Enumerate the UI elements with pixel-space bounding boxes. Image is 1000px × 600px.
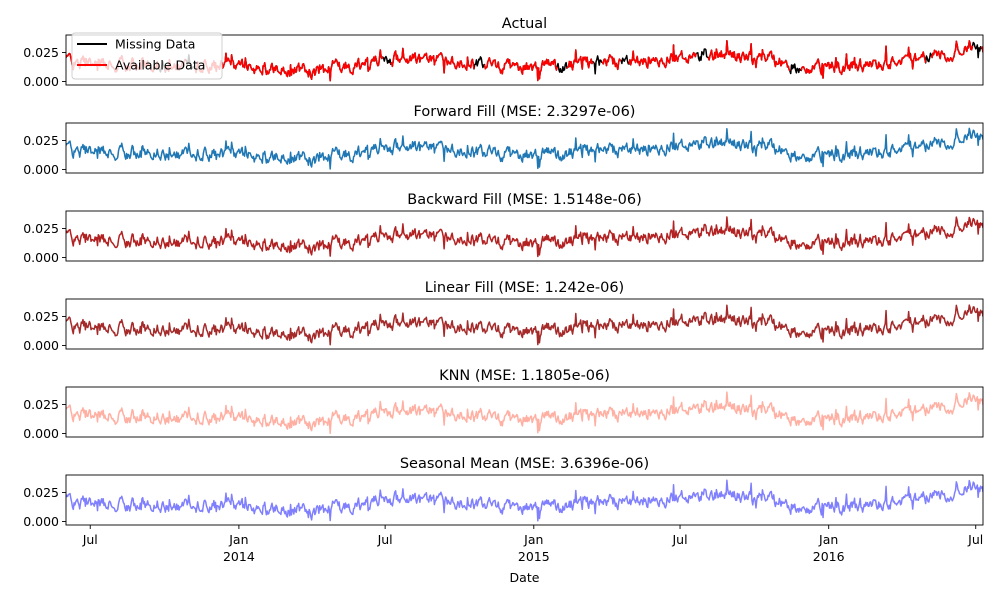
legend-box <box>71 32 223 80</box>
x-axis-label: Date <box>510 570 540 585</box>
series-group <box>66 391 983 435</box>
x-tick-year-label: 2016 <box>813 549 845 564</box>
x-tick-year-label: 2014 <box>223 549 255 564</box>
y-tick-label: 0.000 <box>23 338 59 353</box>
subplot-title: Seasonal Mean (MSE: 3.6396e-06) <box>400 456 649 472</box>
subplot-title: Linear Fill (MSE: 1.242e-06) <box>425 280 624 296</box>
subplot-title: Forward Fill (MSE: 2.3297e-06) <box>414 104 636 120</box>
y-tick-label: 0.000 <box>23 514 59 529</box>
subplot-2: Backward Fill (MSE: 1.5148e-06) 0.000 0.02… <box>23 192 984 265</box>
legend-label: Missing Data <box>115 37 195 52</box>
x-tick-label: Jul <box>967 532 983 547</box>
y-tick-label: 0.000 <box>23 426 59 441</box>
subplot-3: Linear Fill (MSE: 1.242e-06) 0.000 0.025 <box>23 280 984 353</box>
subplot-title: Backward Fill (MSE: 1.5148e-06) <box>407 192 641 208</box>
series-line <box>66 127 983 170</box>
subplot-title: Actual <box>502 16 547 32</box>
x-tick-label: Jan <box>228 532 248 547</box>
axes-frame <box>65 122 984 174</box>
series-group <box>66 216 983 258</box>
series-line <box>66 391 983 435</box>
y-tick-label: 0.025 <box>23 133 59 148</box>
x-tick-label: Jul <box>82 532 98 547</box>
subplot-4: KNN (MSE: 1.1805e-06) 0.000 0.025 <box>23 368 984 441</box>
x-tick-label: Jan <box>523 532 543 547</box>
x-tick-label: Jan <box>818 532 838 547</box>
axes-frame <box>65 298 984 350</box>
y-tick-label: 0.000 <box>23 74 59 89</box>
series-line <box>66 304 983 346</box>
y-tick-label: 0.000 <box>23 250 59 265</box>
series-group <box>66 479 983 522</box>
legend: Missing Data Available Data <box>71 32 223 80</box>
series-line <box>66 479 983 522</box>
series-group <box>66 127 983 170</box>
y-tick-label: 0.025 <box>23 45 59 60</box>
subplot-title: KNN (MSE: 1.1805e-06) <box>439 368 610 384</box>
series-group <box>66 304 983 346</box>
y-tick-label: 0.000 <box>23 162 59 177</box>
y-tick-label: 0.025 <box>23 397 59 412</box>
axes-frame <box>65 34 984 86</box>
axes-frame <box>65 210 984 262</box>
subplot-1: Forward Fill (MSE: 2.3297e-06) 0.000 0.025 <box>23 104 984 177</box>
y-tick-label: 0.025 <box>23 221 59 236</box>
x-tick-year-label: 2015 <box>518 549 550 564</box>
x-tick-label: Jul <box>377 532 393 547</box>
legend-label: Available Data <box>115 58 205 73</box>
series-line <box>66 216 983 258</box>
y-tick-label: 0.025 <box>23 485 59 500</box>
subplot-5: Seasonal Mean (MSE: 3.6396e-06) 0.000 0.02… <box>23 456 984 585</box>
axes-frame <box>65 474 984 526</box>
y-tick-label: 0.025 <box>23 309 59 324</box>
x-tick-label: Jul <box>671 532 687 547</box>
subplot-0: Actual 0.000 0.025 Missing Data Available Da… <box>23 16 984 89</box>
axes-frame <box>65 386 984 438</box>
